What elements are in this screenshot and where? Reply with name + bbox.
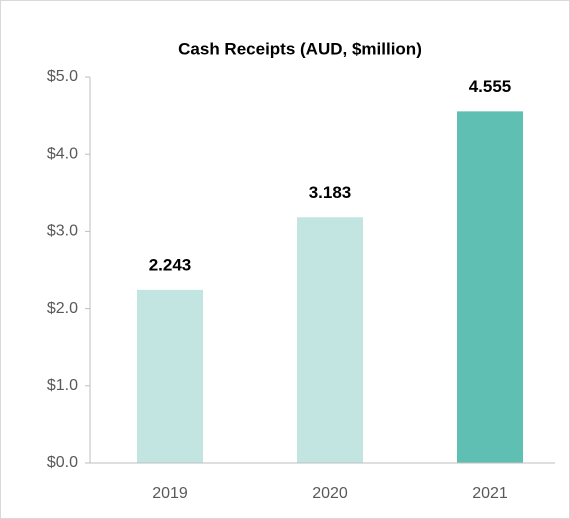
x-tick-label: 2020	[312, 485, 348, 502]
bar	[137, 289, 203, 463]
y-tick-label: $0.0	[47, 454, 78, 471]
y-tick-label: $5.0	[47, 68, 78, 85]
data-label: 4.555	[469, 77, 512, 96]
x-tick-label: 2021	[472, 485, 508, 502]
y-tick-label: $3.0	[47, 223, 78, 240]
y-tick-label: $1.0	[47, 377, 78, 394]
y-tick-label: $2.0	[47, 300, 78, 317]
bar	[297, 217, 363, 463]
y-tick-label: $4.0	[47, 145, 78, 162]
chart-title: Cash Receipts (AUD, $million)	[178, 39, 422, 58]
data-label: 2.243	[149, 255, 192, 274]
data-label: 3.183	[309, 183, 352, 202]
bar	[457, 111, 523, 463]
x-tick-label: 2019	[152, 485, 188, 502]
